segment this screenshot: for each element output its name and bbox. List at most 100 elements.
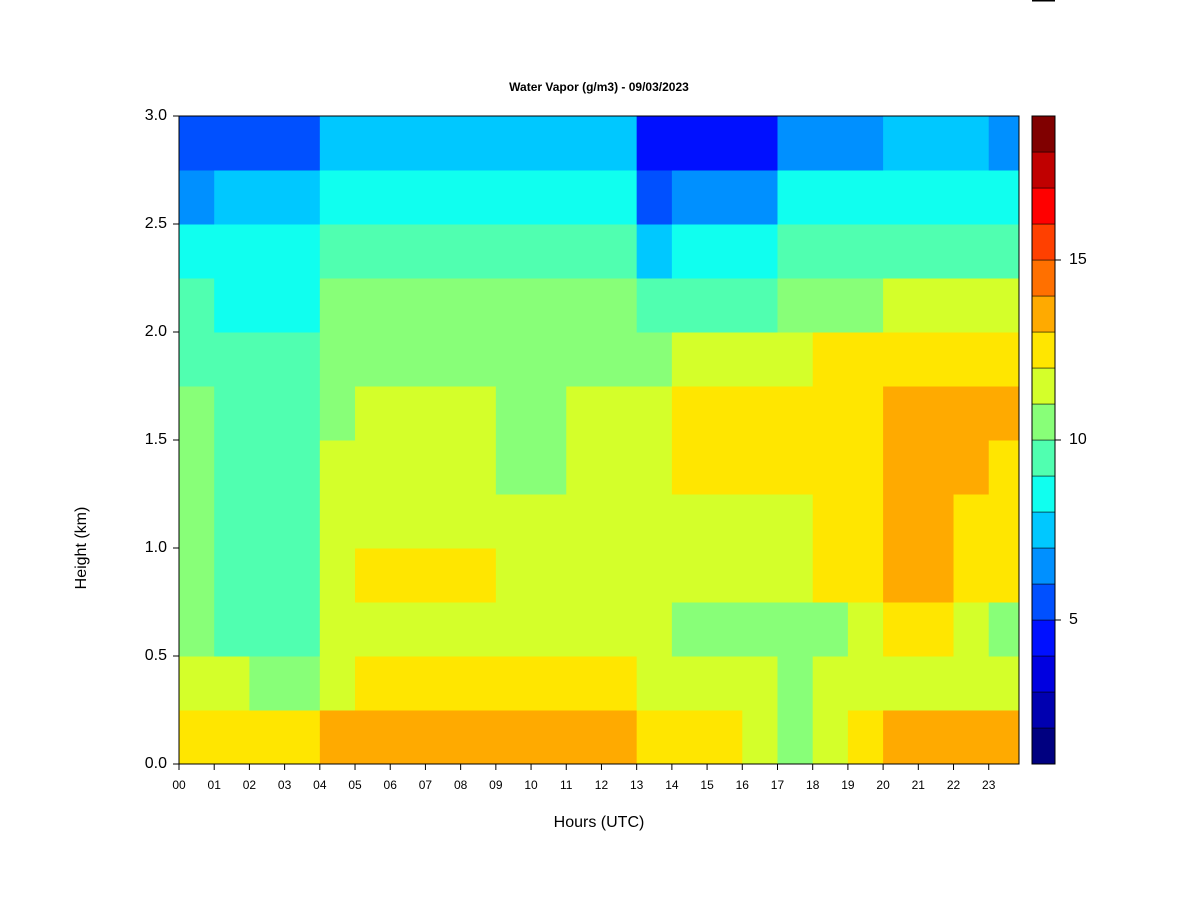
colorbar-band xyxy=(1031,583,1056,621)
heatmap-cell xyxy=(636,224,673,279)
heatmap-cell xyxy=(179,332,215,387)
x-tick-label: 04 xyxy=(313,778,327,792)
heatmap-cell xyxy=(531,710,567,764)
colorbar-band xyxy=(1031,511,1056,549)
colorbar-band xyxy=(1031,475,1056,513)
x-tick-label: 02 xyxy=(243,778,257,792)
heatmap-cell xyxy=(460,548,497,603)
heatmap-cell xyxy=(214,440,250,495)
heatmap-cell xyxy=(214,278,250,333)
heatmap-cell xyxy=(249,386,286,441)
heatmap-cell xyxy=(636,440,673,495)
heatmap-cell xyxy=(284,332,321,387)
heatmap-cell xyxy=(707,386,743,441)
heatmap-cell xyxy=(988,170,1019,225)
heatmap-cell xyxy=(249,602,286,657)
heatmap-cell xyxy=(425,656,462,711)
heatmap-cell xyxy=(988,224,1019,279)
x-tick-label: 08 xyxy=(454,778,468,792)
heatmap-cell xyxy=(390,170,426,225)
heatmap-cell xyxy=(883,332,919,387)
heatmap-cell xyxy=(953,656,990,711)
heatmap-cell xyxy=(390,548,426,603)
heatmap-cell xyxy=(531,440,567,495)
heatmap-cell xyxy=(531,602,567,657)
heatmap-cell xyxy=(566,602,602,657)
heatmap-cell xyxy=(249,440,286,495)
heatmap-cell xyxy=(179,386,215,441)
heatmap-cell xyxy=(918,602,955,657)
heatmap-cell xyxy=(495,710,532,764)
x-tick-label: 23 xyxy=(982,778,996,792)
heatmap-cell xyxy=(214,494,250,549)
colorbar-tick-label: 10 xyxy=(1069,431,1087,448)
heatmap-cell xyxy=(671,170,708,225)
x-tick-label: 00 xyxy=(172,778,186,792)
heatmap-cell xyxy=(883,116,919,171)
heatmap-cell xyxy=(284,656,321,711)
heatmap-cell xyxy=(355,278,391,333)
heatmap-cell xyxy=(812,656,849,711)
heatmap-cell xyxy=(319,710,356,764)
heatmap-cell xyxy=(883,602,919,657)
heatmap-cell xyxy=(495,548,532,603)
heatmap-cell xyxy=(390,332,426,387)
heatmap-cell xyxy=(918,332,955,387)
heatmap-cell xyxy=(953,386,990,441)
heatmap-cell xyxy=(284,494,321,549)
heatmap-cell xyxy=(988,440,1019,495)
y-tick-label: 0.0 xyxy=(145,755,167,772)
heatmap-cell xyxy=(883,224,919,279)
heatmap-cell xyxy=(355,656,391,711)
heatmap-cell xyxy=(249,710,286,764)
heatmap-cell xyxy=(812,170,849,225)
x-tick-label: 07 xyxy=(419,778,433,792)
heatmap-cell xyxy=(671,278,708,333)
heatmap-cell xyxy=(460,656,497,711)
colorbar-band xyxy=(1031,367,1056,405)
heatmap-cell xyxy=(531,656,567,711)
heatmap-cell xyxy=(425,224,462,279)
heatmap-cell xyxy=(425,548,462,603)
heatmap-cell xyxy=(601,656,638,711)
heatmap-cell xyxy=(495,440,532,495)
heatmap-cell xyxy=(319,386,356,441)
heatmap-cell xyxy=(812,494,849,549)
heatmap-cell xyxy=(707,602,743,657)
heatmap-cell xyxy=(777,656,814,711)
heatmap-cell xyxy=(179,440,215,495)
heatmap-cell xyxy=(214,116,250,171)
heatmap-cell xyxy=(531,386,567,441)
colorbar-tick-label: 5 xyxy=(1069,611,1078,628)
heatmap-cell xyxy=(179,656,215,711)
heatmap-cell xyxy=(847,386,884,441)
heatmap-cell xyxy=(636,494,673,549)
heatmap-cell xyxy=(636,170,673,225)
heatmap-cell xyxy=(249,548,286,603)
heatmap-cell xyxy=(566,440,602,495)
heatmap-cell xyxy=(636,710,673,764)
heatmap-cell xyxy=(953,710,990,764)
heatmap-cell xyxy=(425,116,462,171)
heatmap-cell xyxy=(777,548,814,603)
heatmap-cell xyxy=(847,602,884,657)
x-tick-label: 11 xyxy=(560,778,573,792)
heatmap-cell xyxy=(214,710,250,764)
x-tick-label: 20 xyxy=(876,778,890,792)
heatmap-cell xyxy=(953,224,990,279)
x-tick-label: 06 xyxy=(384,778,398,792)
colorbar-band xyxy=(1031,151,1056,189)
heatmap-cell xyxy=(390,656,426,711)
heatmap-cell xyxy=(179,170,215,225)
heatmap-cell xyxy=(742,278,778,333)
colorbar-band xyxy=(1031,655,1056,693)
heatmap-cell xyxy=(988,116,1019,171)
heatmap-cell xyxy=(988,656,1019,711)
heatmap-cell xyxy=(812,602,849,657)
heatmap-cell xyxy=(636,656,673,711)
heatmap-cell xyxy=(671,440,708,495)
colorbar-band xyxy=(1031,223,1056,261)
colorbar-tick-label: 15 xyxy=(1069,251,1087,268)
x-tick-label: 16 xyxy=(736,778,750,792)
heatmap-cell xyxy=(249,116,286,171)
